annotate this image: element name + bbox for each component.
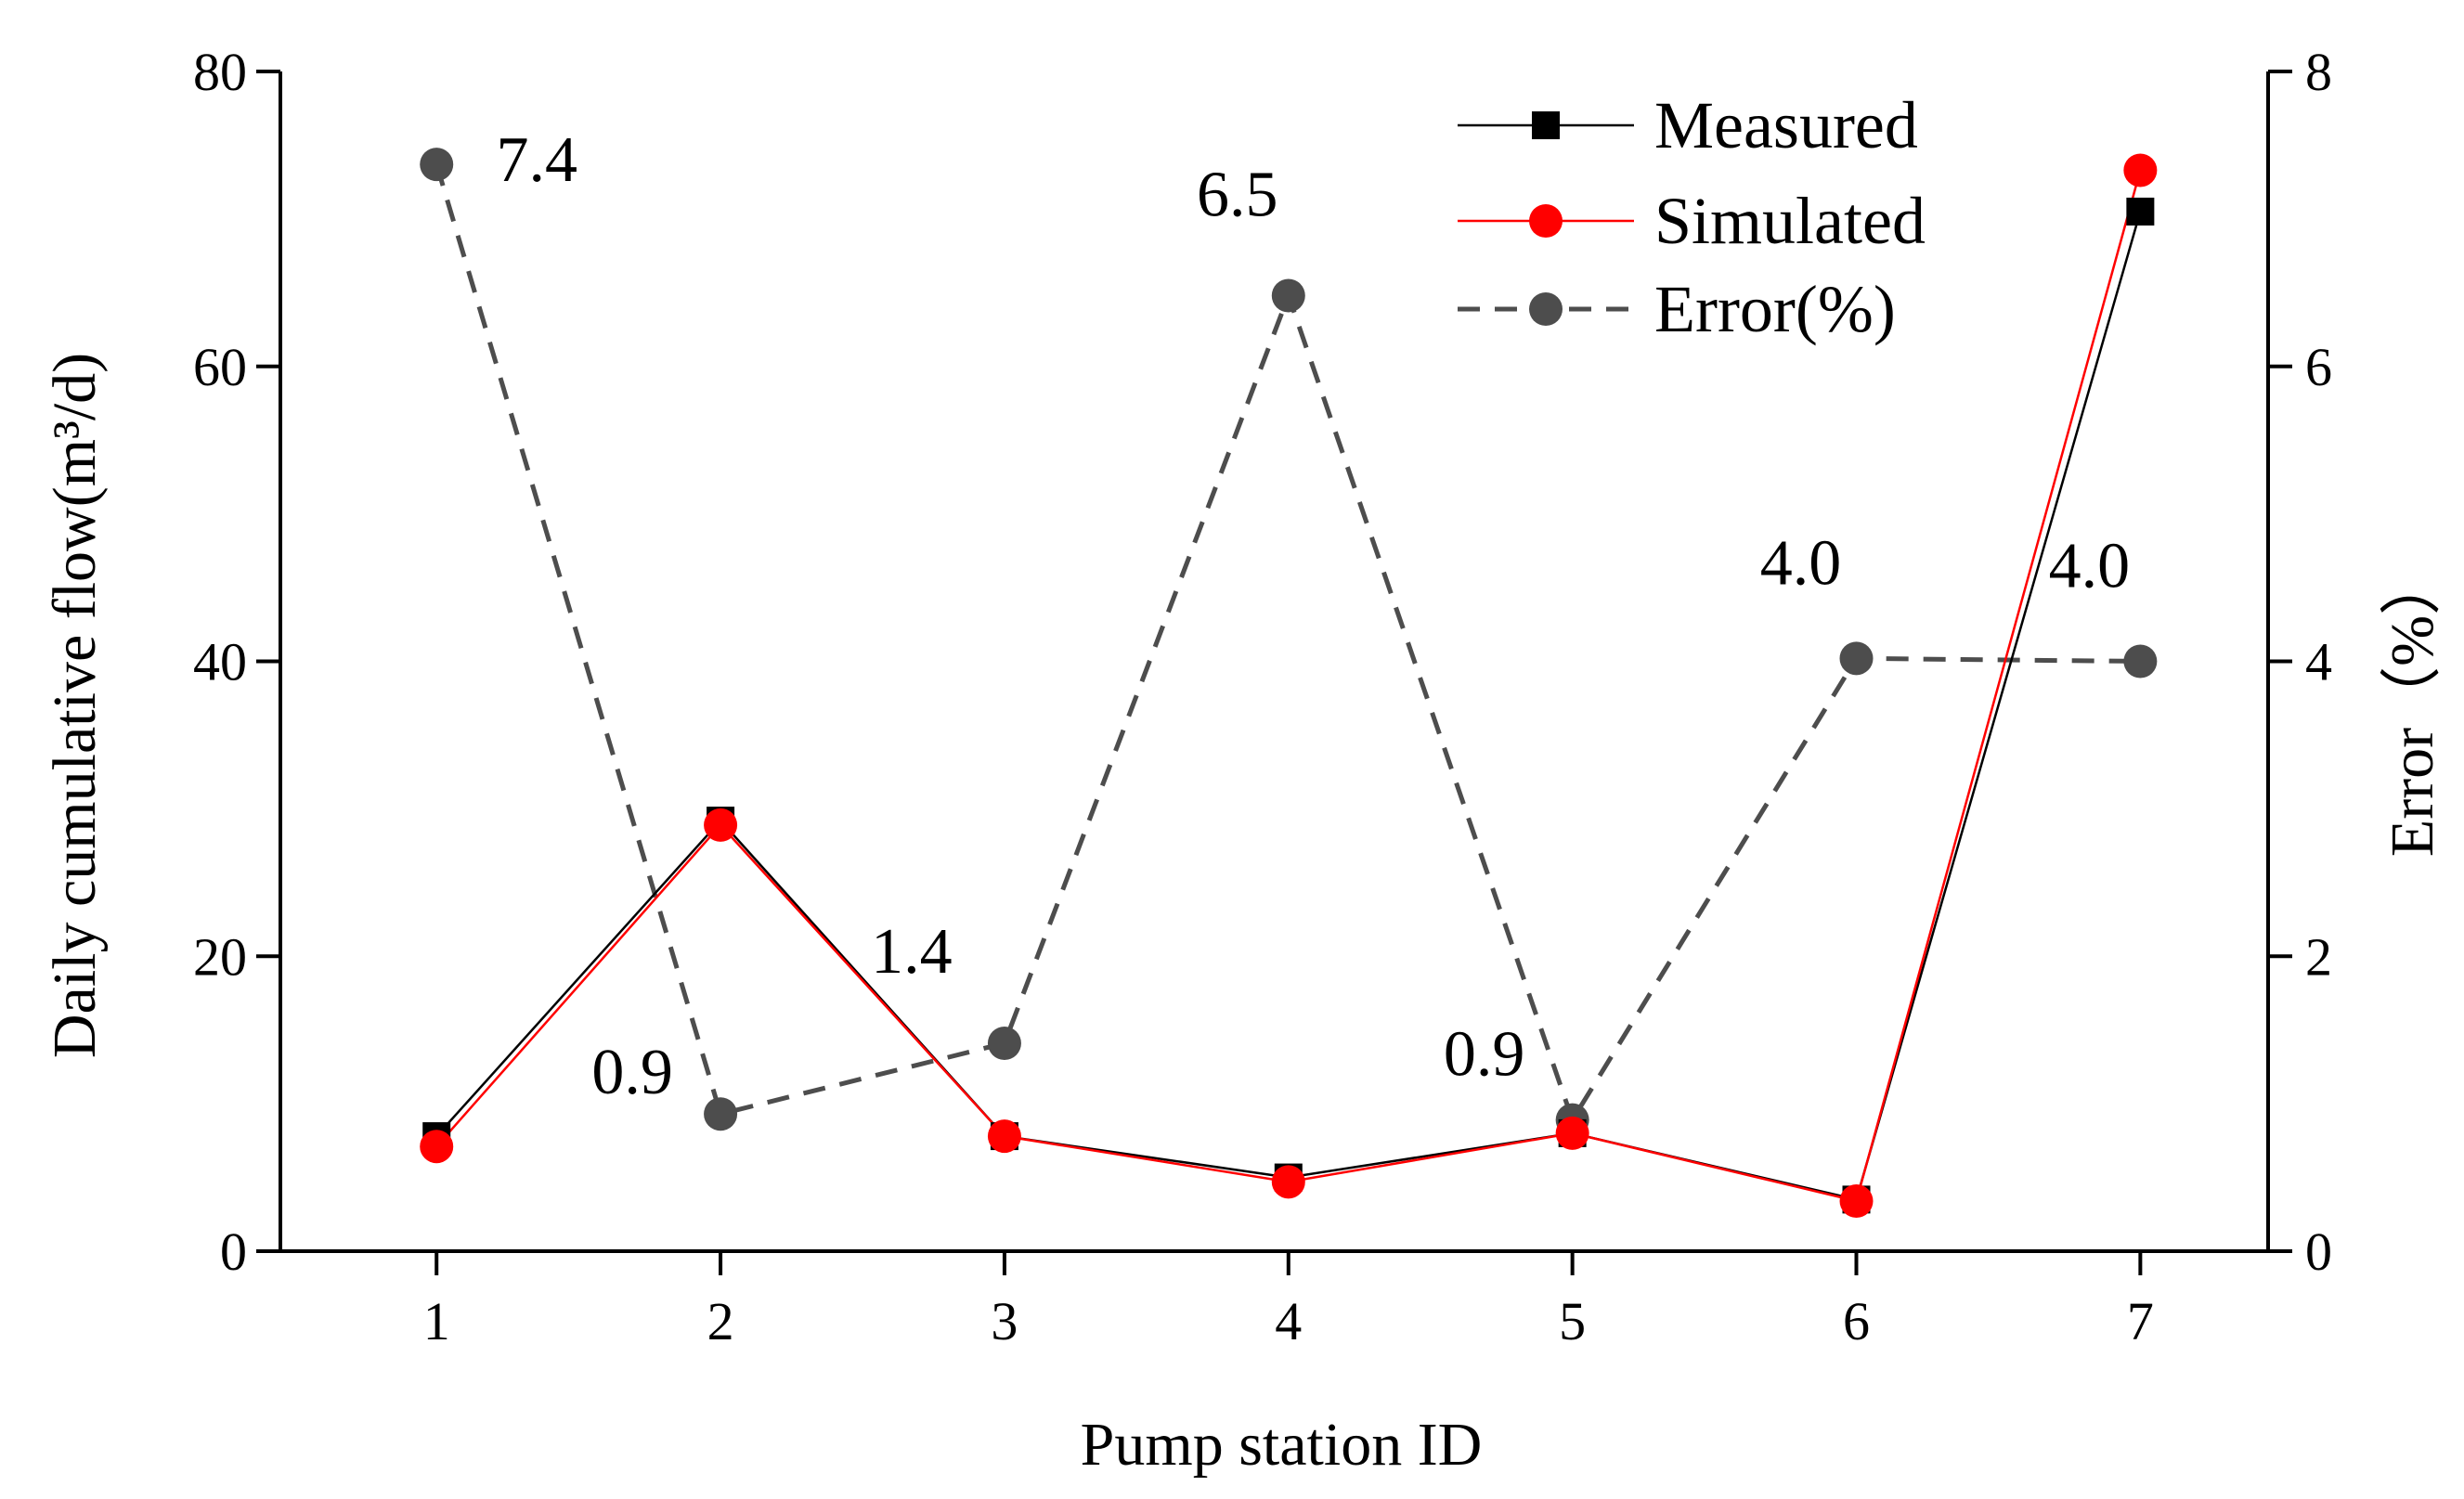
data-labels: 7.4 0.9 1.4 6.5 0.9 4.0 4.0 [496,124,2130,1108]
x-tick-label-4: 4 [1275,1291,1302,1351]
y-tick-label-80: 80 [193,42,247,102]
legend-marker-measured [1532,111,1560,139]
x-tick-label-7: 7 [2127,1291,2154,1351]
y-axis-title: Daily cumulative flow(m³/d) [41,353,109,1058]
series-line-measured [435,211,2142,1201]
x-tick-label-1: 1 [423,1291,450,1351]
legend: Measured Simulated Error(%) [1458,88,1926,346]
y2-tick-label-8: 8 [2305,42,2332,102]
series-markers [420,148,2158,1218]
data-label-7: 4.0 [2049,531,2131,602]
point-simulated-7 [2123,153,2158,187]
y2-tick-label-0: 0 [2305,1221,2332,1282]
data-label-6: 4.0 [1760,527,1842,599]
point-error-2 [704,1097,738,1131]
data-label-3: 1.4 [871,916,953,988]
legend-label-error: Error(%) [1654,272,1896,346]
point-simulated-3 [987,1119,1021,1154]
point-error-7 [2123,644,2158,678]
point-error-6 [1839,641,1874,676]
point-error-4 [1271,278,1305,313]
legend-marker-simulated [1529,204,1563,238]
x-tick-label-3: 3 [991,1291,1018,1351]
y2-tick-label-2: 2 [2305,926,2332,987]
data-label-5: 0.9 [1444,1019,1525,1091]
x-tick-label-6: 6 [1843,1291,1870,1351]
axes: 0 20 40 60 80 0 2 4 6 8 1 2 3 4 5 6 7 [193,42,2332,1351]
legend-label-measured: Measured [1654,88,1918,162]
y-tick-label-0: 0 [220,1221,247,1282]
y-tick-label-60: 60 [193,337,247,397]
x-tick-label-5: 5 [1559,1291,1586,1351]
x-axis-title: Pump station ID [1081,1411,1483,1479]
y2-axis-title: Error（%） [2379,554,2446,857]
point-measured-7 [2126,197,2155,226]
point-error-1 [420,148,454,182]
y2-tick-label-4: 4 [2305,632,2332,692]
y2-tick-label-6: 6 [2305,337,2332,397]
y-tick-label-40: 40 [193,632,247,692]
point-error-3 [987,1026,1021,1060]
y-tick-label-20: 20 [193,926,247,987]
point-simulated-4 [1271,1165,1305,1199]
point-simulated-5 [1555,1116,1589,1150]
x-tick-label-2: 2 [707,1291,734,1351]
legend-label-simulated: Simulated [1654,184,1926,258]
point-simulated-6 [1839,1183,1874,1218]
point-simulated-1 [420,1130,454,1164]
data-label-4: 6.5 [1197,159,1278,230]
point-simulated-2 [704,808,738,842]
data-label-2: 0.9 [591,1037,673,1108]
data-label-1: 7.4 [496,124,577,196]
legend-marker-error [1529,292,1563,326]
